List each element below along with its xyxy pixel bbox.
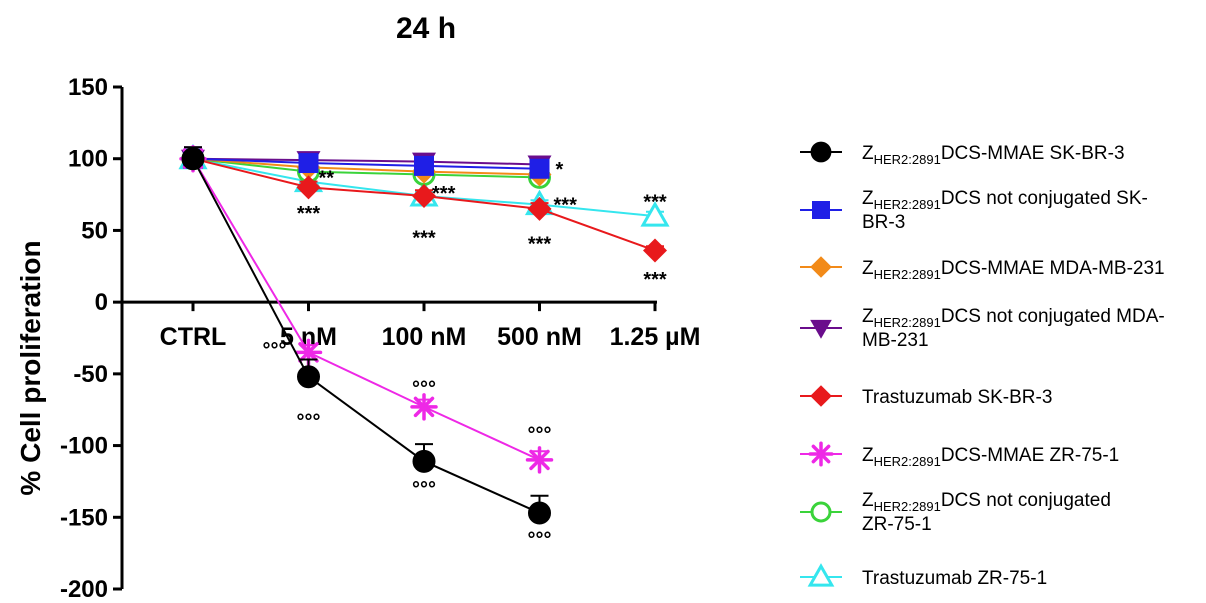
y-tick-label: -100: [60, 433, 108, 460]
y-tick-label: 150: [68, 74, 108, 101]
legend-marker: [808, 441, 834, 467]
legend-label: ZHER2:2891DCS-MMAE MDA-MB-231: [862, 258, 1165, 282]
x-tick-label: 1.25 µM: [610, 323, 701, 351]
data-point: [414, 155, 434, 176]
significance-label: *: [556, 159, 564, 181]
legend-marker: [810, 385, 832, 407]
legend-label: Trastuzumab SK-BR-3: [862, 387, 1052, 408]
legend-label: ZHER2:2891DCS-MMAE SK-BR-3: [862, 143, 1125, 167]
legend-item: ZHER2:2891DCS-MMAE SK-BR-3: [800, 141, 1125, 167]
data-point: [181, 147, 205, 171]
legend-label-cont: MB-231: [862, 330, 929, 351]
series-0: [181, 146, 551, 525]
legend-item: Trastuzumab ZR-75-1: [800, 563, 1047, 589]
significance-label: ***: [554, 195, 578, 217]
legend-item: ZHER2:2891DCS not conjugated SK-BR-3: [800, 188, 1148, 233]
significance-label: **: [319, 167, 335, 189]
series-5: [179, 144, 554, 474]
chart-title: 24 h: [396, 12, 456, 45]
data-point: [525, 446, 554, 474]
legend-item: ZHER2:2891DCS-MMAE MDA-MB-231: [800, 256, 1165, 282]
legend-item: ZHER2:2891DCS-MMAE ZR-75-1: [800, 441, 1119, 469]
data-point: [412, 449, 436, 473]
data-point: [296, 175, 321, 200]
legend-item: Trastuzumab SK-BR-3: [800, 385, 1052, 408]
data-point: [294, 338, 323, 367]
data-point: [643, 238, 667, 263]
legend-marker: [807, 563, 835, 587]
data-point: [298, 153, 319, 174]
significance-label: °°°: [412, 479, 436, 501]
data-point: [297, 365, 320, 389]
legend-label-cont: BR-3: [862, 212, 905, 233]
significance-label: °°°: [412, 378, 436, 400]
x-tick-label: CTRL: [160, 323, 227, 351]
series-line: [192, 157, 540, 176]
series-line: [192, 157, 540, 170]
data-point: [412, 184, 436, 209]
legend-label: ZHER2:2891DCS not conjugated SK-: [862, 188, 1148, 212]
significance-label: ***: [643, 269, 667, 291]
data-point: [528, 501, 551, 525]
x-tick-label: 100 nM: [382, 323, 467, 351]
significance-label: °°°: [297, 411, 321, 433]
series-line: [192, 157, 540, 166]
legend-marker: [810, 319, 832, 339]
significance-label: °°°: [528, 424, 552, 446]
y-tick-label: 100: [68, 146, 108, 173]
significance-label: ***: [643, 192, 667, 214]
y-tick-label: -50: [73, 361, 108, 388]
legend-label: ZHER2:2891DCS-MMAE ZR-75-1: [862, 445, 1119, 469]
legend-marker: [812, 201, 830, 219]
legend-label: ZHER2:2891DCS not conjugated: [862, 490, 1111, 514]
series-line: [192, 158, 540, 461]
y-axis-label: % Cell proliferation: [15, 240, 46, 495]
data-point: [527, 196, 552, 221]
series-line: [192, 157, 540, 179]
significance-label: ***: [528, 233, 552, 255]
legend-marker: [810, 141, 832, 163]
y-tick-label: -200: [60, 576, 108, 603]
significance-label: ***: [412, 228, 436, 250]
y-tick-label: -150: [60, 504, 108, 531]
legend-label: Trastuzumab ZR-75-1: [862, 568, 1047, 589]
significance-label: °°°: [263, 339, 287, 361]
significance-label: ***: [297, 203, 321, 225]
data-point: [529, 158, 550, 179]
legend-label-cont: ZR-75-1: [862, 514, 932, 535]
x-tick-label: 500 nM: [497, 323, 582, 351]
significance-label: ***: [432, 183, 456, 205]
y-tick-label: 50: [81, 217, 108, 244]
significance-label: °°°: [528, 529, 552, 551]
data-point: [640, 201, 670, 227]
legend-marker: [810, 501, 832, 523]
legend: ZHER2:2891DCS-MMAE SK-BR-3 ZHER2:2891DCS …: [800, 141, 1165, 589]
annotation-layer: ************************°°°°°°°°°°°°°°°°…: [263, 159, 667, 551]
series-layer: [178, 143, 670, 525]
data-point: [410, 393, 438, 421]
legend-label: ZHER2:2891DCS not conjugated MDA-: [862, 306, 1165, 330]
series-line: [192, 158, 540, 514]
legend-item: ZHER2:2891DCS not conjugated MDA-MB-231: [800, 306, 1165, 351]
y-tick-label: 0: [95, 289, 108, 316]
legend-marker: [810, 256, 832, 278]
